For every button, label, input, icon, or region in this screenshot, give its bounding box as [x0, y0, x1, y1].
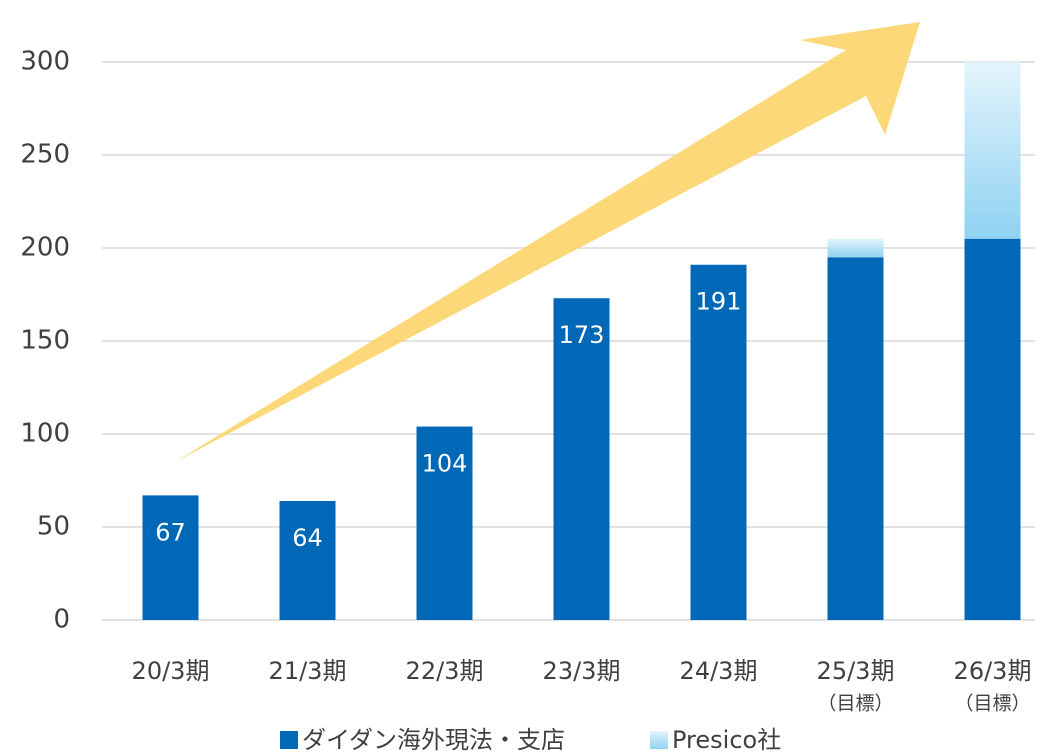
y-tick-label: 200 [20, 233, 70, 263]
bar-segment [827, 238, 884, 258]
y-tick-label: 150 [20, 326, 70, 356]
data-label: 67 [155, 518, 186, 546]
data-label: 104 [422, 450, 468, 478]
bar-segment [827, 257, 884, 620]
x-tick-label: 20/3期 [132, 657, 210, 685]
bar-segment [416, 426, 473, 620]
y-tick-label: 50 [37, 512, 70, 542]
bar-segment [553, 298, 610, 620]
x-tick-sublabel: （目標） [954, 693, 1030, 715]
x-tick-label: 21/3期 [269, 657, 347, 685]
x-tick-label: 26/3期 [954, 657, 1032, 685]
y-tick-label: 300 [20, 47, 70, 77]
x-tick-sublabel: （目標） [817, 693, 893, 715]
data-label: 191 [696, 288, 742, 316]
data-label: 64 [292, 524, 323, 552]
legend-swatch [280, 731, 298, 749]
x-tick-label: 25/3期 [817, 657, 895, 685]
y-tick-label: 0 [53, 605, 70, 635]
x-tick-label: 22/3期 [406, 657, 484, 685]
data-label: 173 [559, 321, 605, 349]
bar-segment [964, 238, 1021, 620]
trend-arrow [175, 22, 920, 462]
bar-segment [142, 495, 199, 620]
x-tick-label: 24/3期 [680, 657, 758, 685]
bar-segment [964, 62, 1021, 239]
legend-label: ダイダン海外現法・支店 [302, 726, 565, 753]
legend-swatch [650, 731, 668, 749]
legend-label: Presico社 [672, 726, 781, 753]
bar-segment [690, 264, 747, 620]
y-tick-label: 100 [20, 419, 70, 449]
bar-segment [279, 500, 336, 620]
y-tick-label: 250 [20, 140, 70, 170]
x-tick-label: 23/3期 [543, 657, 621, 685]
